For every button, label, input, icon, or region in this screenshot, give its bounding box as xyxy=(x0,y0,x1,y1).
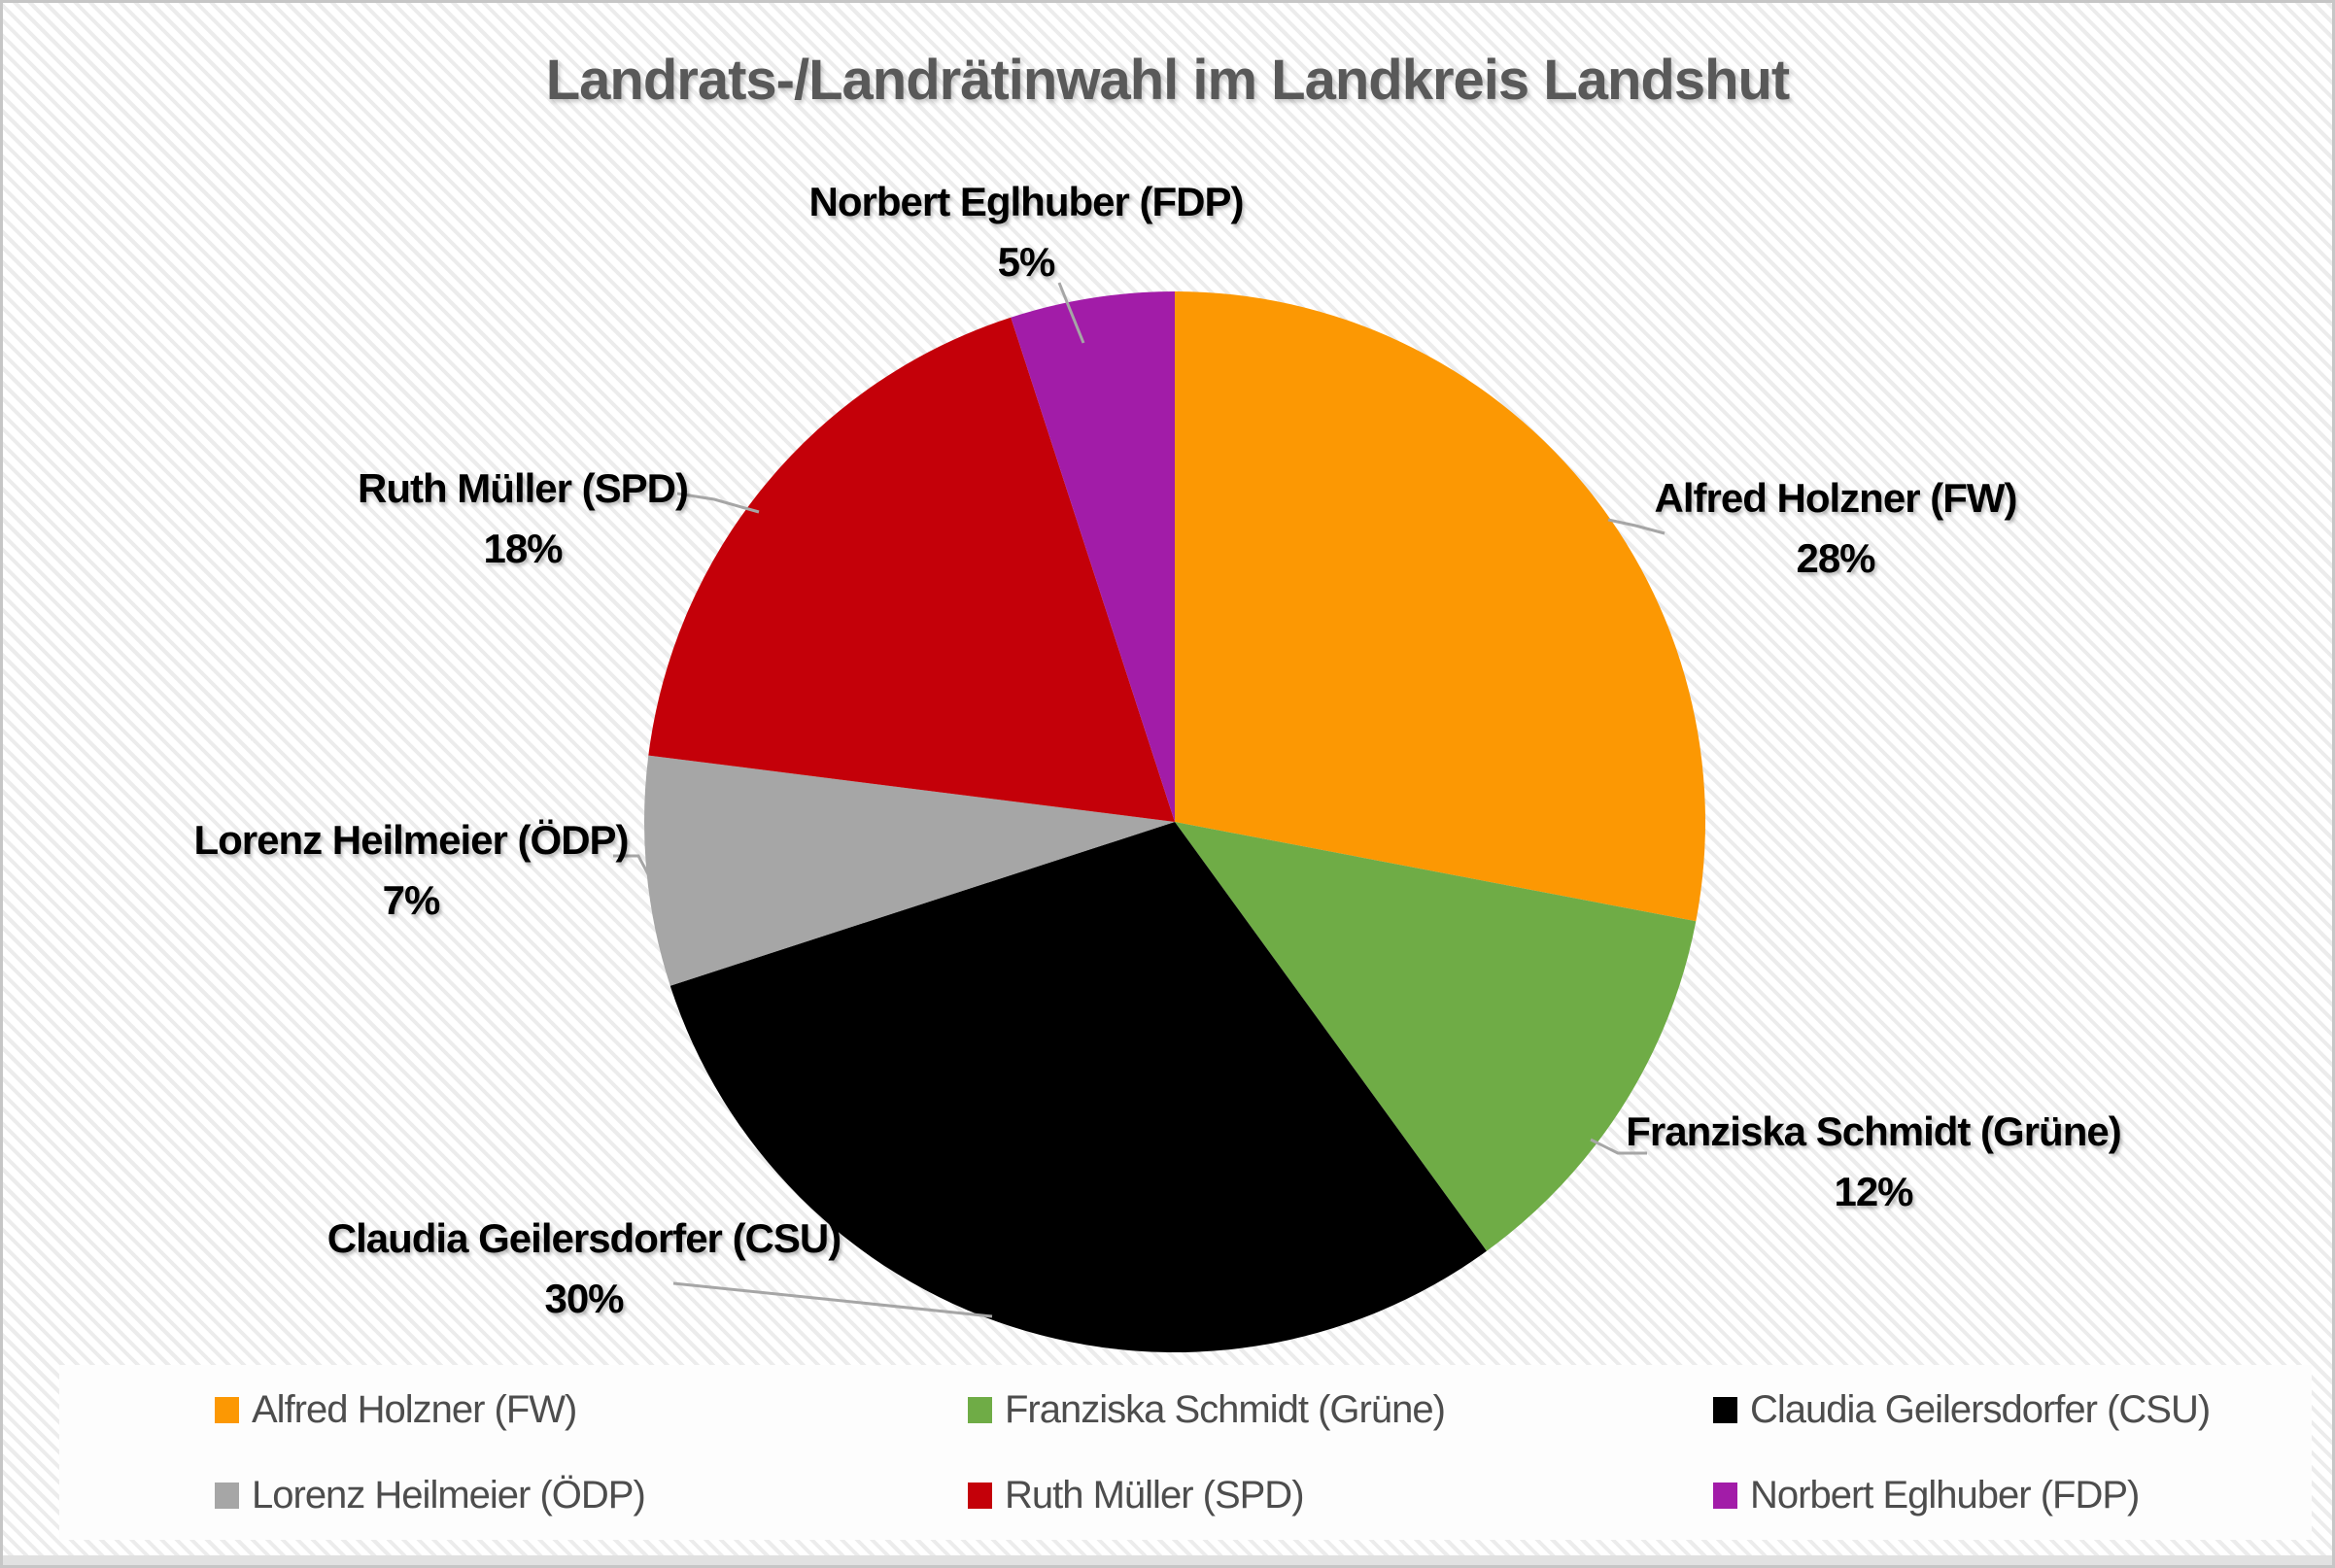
pie-slice-5 xyxy=(1011,291,1175,822)
callout-percent: 12% xyxy=(1834,1169,1913,1214)
legend-swatch-black xyxy=(1713,1396,1737,1423)
chart-legend: Alfred Holzner (FW) Franziska Schmidt (G… xyxy=(59,1365,2312,1540)
callout-name: Claudia Geilersdorfer (CSU) xyxy=(326,1215,841,1261)
legend-swatch-green xyxy=(968,1396,992,1423)
legend-label: Ruth Müller (SPD) xyxy=(1005,1473,1305,1517)
leader-line-5 xyxy=(1057,282,1085,344)
pie-chart xyxy=(613,282,1706,1353)
leader-line-1 xyxy=(1590,1138,1647,1155)
legend-item-alfred-holzner: Alfred Holzner (FW) xyxy=(215,1388,968,1432)
pie-slice-3 xyxy=(644,755,1175,986)
legend-label: Norbert Eglhuber (FDP) xyxy=(1750,1473,2140,1517)
callout-name: Franziska Schmidt (Grüne) xyxy=(1626,1108,2121,1154)
pie-slice-4 xyxy=(648,317,1175,822)
callout-ruth-mueller: Ruth Müller (SPD) 18% xyxy=(358,459,689,579)
callout-name: Norbert Eglhuber (FDP) xyxy=(808,179,1245,224)
legend-swatch-red xyxy=(968,1482,992,1509)
callout-alfred-holzner: Alfred Holzner (FW) 28% xyxy=(1654,468,2018,589)
callout-percent: 5% xyxy=(997,239,1056,285)
callout-lorenz-heilmeier: Lorenz Heilmeier (ÖDP) 7% xyxy=(193,810,629,931)
leader-line-4 xyxy=(676,492,760,514)
callout-name: Ruth Müller (SPD) xyxy=(358,465,689,511)
callout-percent: 7% xyxy=(382,877,441,923)
callout-name: Alfred Holzner (FW) xyxy=(1654,475,2018,521)
callout-percent: 18% xyxy=(483,526,563,571)
chart-title: Landrats-/Landrätinwahl im Landkreis Lan… xyxy=(545,49,1791,112)
legend-item-claudia-geilersdorfer: Claudia Geilersdorfer (CSU) xyxy=(1713,1388,2312,1432)
legend-label: Claudia Geilersdorfer (CSU) xyxy=(1750,1387,2211,1431)
legend-swatch-orange xyxy=(215,1396,239,1423)
leader-line-0 xyxy=(1607,518,1665,535)
pie-slice-0 xyxy=(1175,291,1706,922)
legend-label: Alfred Holzner (FW) xyxy=(252,1387,577,1431)
bottom-frame-strip xyxy=(3,1555,2332,1565)
legend-item-ruth-mueller: Ruth Müller (SPD) xyxy=(968,1474,1713,1517)
callout-name: Lorenz Heilmeier (ÖDP) xyxy=(193,817,629,863)
callout-franziska-schmidt: Franziska Schmidt (Grüne) 12% xyxy=(1626,1102,2121,1222)
leader-line-2 xyxy=(672,1281,993,1318)
legend-item-franziska-schmidt: Franziska Schmidt (Grüne) xyxy=(968,1388,1713,1432)
legend-item-lorenz-heilmeier: Lorenz Heilmeier (ÖDP) xyxy=(215,1474,968,1517)
legend-swatch-purple xyxy=(1713,1482,1737,1509)
leader-line-3 xyxy=(613,854,656,886)
pie-slice-1 xyxy=(1175,822,1697,1251)
legend-label: Franziska Schmidt (Grüne) xyxy=(1005,1387,1446,1431)
pie-slice-2 xyxy=(670,822,1487,1353)
callout-percent: 30% xyxy=(544,1276,624,1321)
legend-label: Lorenz Heilmeier (ÖDP) xyxy=(252,1473,646,1517)
callout-claudia-geilersdorfer: Claudia Geilersdorfer (CSU) 30% xyxy=(327,1209,841,1329)
callout-norbert-eglhuber: Norbert Eglhuber (FDP) 5% xyxy=(808,172,1245,292)
legend-item-norbert-eglhuber: Norbert Eglhuber (FDP) xyxy=(1713,1474,2312,1517)
legend-swatch-gray xyxy=(215,1482,239,1509)
callout-percent: 28% xyxy=(1796,535,1875,581)
